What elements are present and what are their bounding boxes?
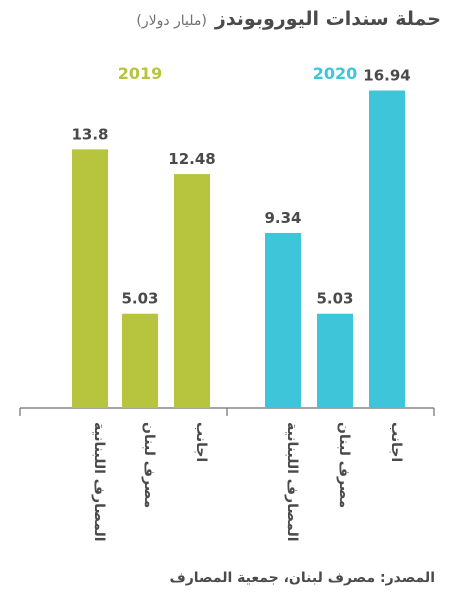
group-label-2019: 2019	[118, 64, 163, 83]
category-label-2019-1: المصارف اللبنانية	[91, 422, 107, 542]
bar-2020-2	[317, 313, 353, 408]
bar-2019-3	[174, 174, 210, 408]
data-label-2019-2: 5.03	[121, 290, 158, 308]
category-label-2020-1: المصارف اللبنانية	[284, 422, 300, 542]
category-label-2019-2: مصرف لبنان	[141, 422, 157, 508]
bar-2019-1	[72, 149, 108, 408]
group-label-2020: 2020	[313, 64, 358, 83]
category-label-2020-3: اجانب	[388, 422, 404, 462]
data-label-2020-1: 9.34	[264, 209, 301, 227]
data-label-2020-2: 5.03	[316, 290, 353, 308]
category-label-2020-2: مصرف لبنان	[336, 422, 352, 508]
bar-2020-3	[369, 90, 405, 408]
data-label-2019-1: 13.8	[71, 125, 108, 143]
data-label-2020-3: 16.94	[363, 66, 410, 84]
chart-subtitle: (مليار دولار)	[136, 13, 207, 29]
source-note: المصدر: مصرف لبنان، جمعية المصارف	[169, 570, 435, 586]
bar-2020-1	[265, 232, 301, 408]
chart-title: حملة سندات اليوروبوندز	[214, 8, 441, 30]
data-label-2019-3: 12.48	[168, 150, 215, 168]
bar-2019-2	[122, 313, 158, 408]
chart-title-block: حملة سندات اليوروبوندز (مليار دولار)	[136, 8, 441, 30]
category-label-2019-3: اجانب	[193, 422, 209, 462]
